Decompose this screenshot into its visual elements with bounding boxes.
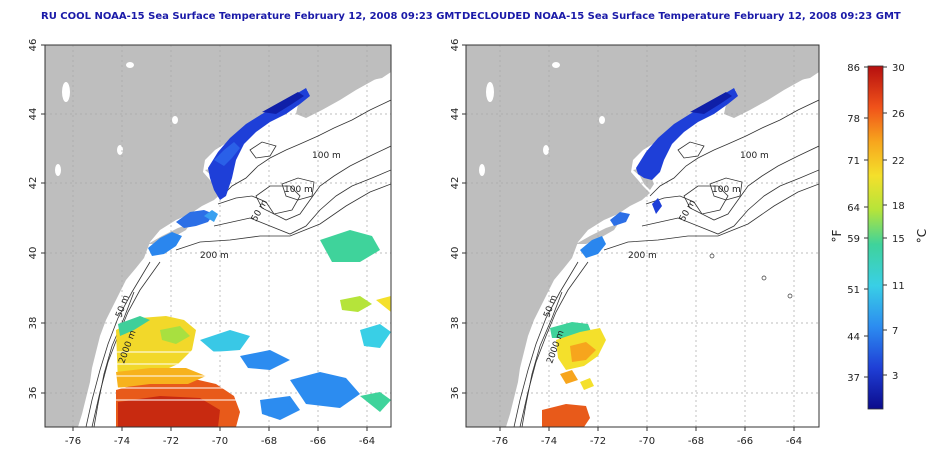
lat-tick-label: 36 <box>28 387 39 400</box>
contour-label: 100 m <box>712 185 741 195</box>
lake <box>126 62 134 68</box>
colorbar-c-tick: 26 <box>892 109 905 120</box>
colorbar: 86 78 71 64 59 51 44 37 30 26 22 18 15 1… <box>830 63 929 410</box>
lat-tick-label: 40 <box>28 247 39 260</box>
sst-swaths-right <box>542 88 738 427</box>
lat-tick-label: 46 <box>28 39 39 52</box>
lon-tick-label: -64 <box>359 436 375 447</box>
lake <box>172 116 178 124</box>
lon-tick-label: -76 <box>65 436 81 447</box>
lat-tick-label: 42 <box>450 177 461 190</box>
colorbar-c-tick: 11 <box>892 281 905 292</box>
colorbar-c-tick: 22 <box>892 156 905 167</box>
lat-tick-label: 40 <box>450 247 461 260</box>
colorbar-f-tick: 37 <box>847 373 860 384</box>
lake <box>62 82 70 102</box>
contour-label: 100 m <box>740 151 769 161</box>
lake <box>543 145 549 155</box>
lon-tick-label: -72 <box>590 436 606 447</box>
colorbar-f-tick: 59 <box>847 234 860 245</box>
colorbar-c-tick: 18 <box>892 201 905 212</box>
fahrenheit-unit-label: °F <box>830 229 844 242</box>
lon-tick-label: -74 <box>114 436 130 447</box>
lat-tick-label: 38 <box>450 317 461 330</box>
lake <box>552 62 560 68</box>
left-sst-map: 100 m 100 m 50 m 200 m 50 m 2000 m -76 -… <box>28 39 392 447</box>
lake <box>55 164 61 176</box>
right-map-title: DECLOUDED NOAA-15 Sea Surface Temperatur… <box>462 11 901 22</box>
land-mass <box>45 45 391 427</box>
lat-tick-label: 44 <box>450 108 461 121</box>
lon-tick-label: -70 <box>212 436 228 447</box>
lake <box>479 164 485 176</box>
nova-scotia <box>724 58 819 118</box>
lon-tick-label: -64 <box>786 436 802 447</box>
left-map-title: RU COOL NOAA-15 Sea Surface Temperature … <box>41 11 462 22</box>
lat-tick-label: 44 <box>28 108 39 121</box>
lat-tick-label: 42 <box>28 177 39 190</box>
colorbar-c-tick: 15 <box>892 234 905 245</box>
contour-label: 200 m <box>628 251 657 261</box>
colorbar-f-tick: 78 <box>847 114 860 125</box>
bathymetry-contours <box>513 99 819 427</box>
lon-tick-label: -76 <box>492 436 508 447</box>
map-frame <box>44 44 392 428</box>
long-island <box>576 224 618 244</box>
lon-tick-label: -74 <box>541 436 557 447</box>
colorbar-c-tick: 30 <box>892 63 905 74</box>
sst-swaths-left <box>116 88 391 427</box>
lon-tick-label: -66 <box>310 436 326 447</box>
colorbar-f-tick: 71 <box>847 156 860 167</box>
lake <box>599 116 605 124</box>
colorbar-c-tick: 7 <box>892 326 898 337</box>
contour-label: 100 m <box>284 185 313 195</box>
lon-tick-label: -66 <box>737 436 753 447</box>
land-mass <box>466 45 819 427</box>
colorbar-f-tick: 86 <box>847 63 860 74</box>
nova-scotia <box>296 58 391 118</box>
contour-label: 100 m <box>312 151 341 161</box>
lon-tick-label: -72 <box>163 436 179 447</box>
colorbar-f-tick: 44 <box>847 332 860 343</box>
colorbar-gradient <box>867 65 884 410</box>
colorbar-c-tick: 3 <box>892 371 898 382</box>
lat-tick-label: 38 <box>28 317 39 330</box>
lon-tick-label: -70 <box>639 436 655 447</box>
lat-tick-label: 46 <box>450 39 461 52</box>
contour-label: 200 m <box>200 251 229 261</box>
lake <box>117 145 123 155</box>
colorbar-f-tick: 51 <box>847 285 860 296</box>
lake <box>486 82 494 102</box>
right-sst-map: 100 m 100 m 50 m 200 m 50 m 2000 m -76 -… <box>450 39 820 447</box>
celsius-unit-label: °C <box>915 229 929 243</box>
colorbar-f-tick: 64 <box>847 203 860 214</box>
map-frame <box>465 44 820 428</box>
lon-tick-label: -68 <box>261 436 277 447</box>
lon-tick-label: -68 <box>688 436 704 447</box>
lat-tick-label: 36 <box>450 387 461 400</box>
